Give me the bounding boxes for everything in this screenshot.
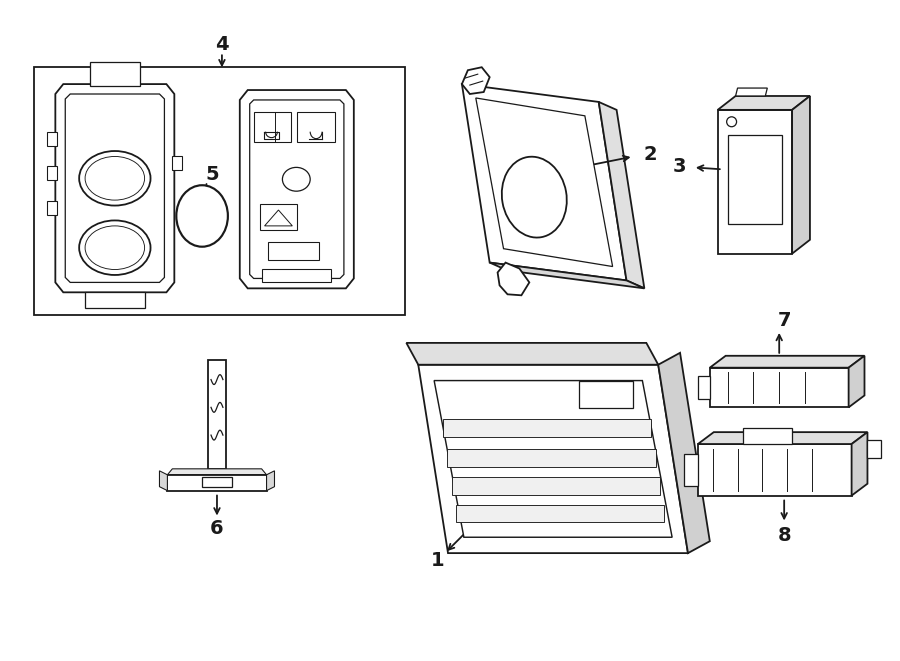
Bar [727, 135, 782, 224]
Text: 2: 2 [644, 145, 657, 164]
Polygon shape [698, 375, 710, 399]
Bar [48, 167, 58, 180]
Polygon shape [598, 102, 644, 288]
Text: 8: 8 [778, 525, 791, 545]
Bar [262, 268, 331, 282]
Polygon shape [658, 353, 710, 553]
Polygon shape [443, 419, 651, 437]
Polygon shape [851, 432, 868, 496]
Ellipse shape [502, 157, 567, 237]
Bar [259, 204, 297, 230]
Polygon shape [698, 432, 868, 444]
Polygon shape [498, 262, 529, 295]
Bar [254, 112, 292, 141]
Text: 3: 3 [672, 157, 686, 176]
Bar [267, 242, 320, 260]
Bar [579, 381, 634, 408]
Polygon shape [418, 365, 688, 553]
Polygon shape [476, 98, 613, 266]
Polygon shape [266, 471, 274, 490]
Polygon shape [456, 504, 664, 522]
Polygon shape [684, 454, 698, 486]
Bar [742, 428, 792, 444]
Polygon shape [265, 210, 292, 226]
Bar [33, 67, 405, 315]
Bar [86, 292, 145, 308]
Polygon shape [434, 381, 672, 537]
Text: 5: 5 [205, 165, 219, 184]
Text: 6: 6 [211, 519, 224, 538]
Ellipse shape [86, 157, 145, 200]
Polygon shape [66, 94, 165, 282]
Polygon shape [792, 96, 810, 254]
Polygon shape [159, 471, 167, 490]
Ellipse shape [726, 117, 736, 127]
Bar [173, 157, 183, 171]
Bar [48, 132, 58, 145]
Text: 1: 1 [431, 551, 445, 570]
Polygon shape [452, 477, 660, 494]
Ellipse shape [283, 167, 310, 191]
Polygon shape [717, 96, 810, 110]
Ellipse shape [176, 185, 228, 247]
Polygon shape [407, 343, 658, 365]
Bar [717, 110, 792, 254]
Polygon shape [167, 469, 266, 475]
Polygon shape [167, 475, 266, 490]
Bar [202, 477, 232, 486]
Polygon shape [462, 67, 490, 94]
Bar [48, 201, 58, 215]
Bar [208, 360, 226, 469]
Text: 7: 7 [778, 311, 791, 330]
Polygon shape [735, 88, 768, 96]
Bar [868, 440, 881, 458]
Bar [698, 444, 851, 496]
Bar [90, 62, 140, 86]
Bar [710, 368, 849, 407]
Ellipse shape [86, 226, 145, 270]
Polygon shape [710, 356, 865, 368]
Bar [297, 112, 335, 141]
Text: 4: 4 [215, 35, 229, 54]
Ellipse shape [79, 220, 150, 275]
Polygon shape [490, 262, 644, 288]
Polygon shape [462, 84, 626, 280]
Polygon shape [447, 449, 656, 467]
Polygon shape [249, 100, 344, 278]
Polygon shape [55, 84, 175, 292]
Polygon shape [239, 90, 354, 288]
Polygon shape [849, 356, 865, 407]
Ellipse shape [79, 151, 150, 206]
